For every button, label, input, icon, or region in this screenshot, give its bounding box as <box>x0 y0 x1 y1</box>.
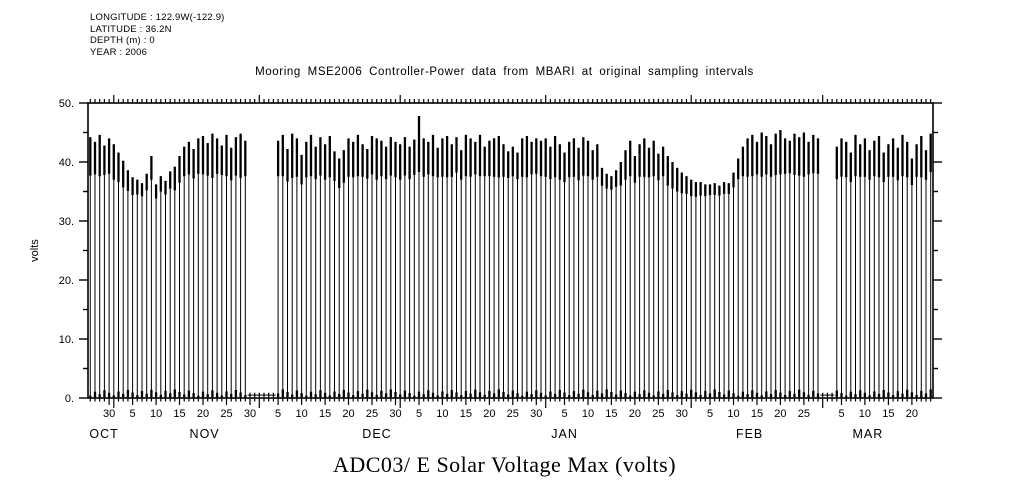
x-day-label: 25 <box>507 408 519 420</box>
x-day-label: 20 <box>629 408 641 420</box>
y-tick-label: 0. <box>65 393 74 405</box>
x-day-label: 10 <box>150 408 162 420</box>
x-day-label: 15 <box>460 408 472 420</box>
y-axis-title: volts <box>29 239 41 262</box>
y-tick-label: 50. <box>59 98 74 110</box>
longitude-label: LONGITUDE : 122.9W(-122.9) <box>90 12 225 23</box>
chart-title: Mooring MSE2006 Controller-Power data fr… <box>255 66 754 78</box>
x-day-label: 5 <box>275 408 281 420</box>
x-day-label: 15 <box>882 408 894 420</box>
latitude-label: LATITUDE : 36.2N <box>90 23 172 35</box>
x-day-label: 25 <box>798 408 810 420</box>
x-day-label: 5 <box>707 408 713 420</box>
x-month-label: FEB <box>736 427 763 441</box>
x-day-label: 5 <box>130 408 136 420</box>
x-day-label: 25 <box>366 408 378 420</box>
x-day-label: 15 <box>173 408 185 420</box>
depth-label: DEPTH (m) : 0 <box>90 35 155 46</box>
x-day-label: 10 <box>727 408 739 420</box>
y-tick-label: 20. <box>59 275 74 287</box>
y-tick-label: 40. <box>59 157 74 169</box>
x-day-label: 15 <box>319 408 331 420</box>
x-day-label: 10 <box>582 408 594 420</box>
x-day-label: 20 <box>197 408 209 420</box>
x-day-label: 5 <box>838 408 844 420</box>
x-day-label: 15 <box>751 408 763 420</box>
x-day-label: 10 <box>859 408 871 420</box>
year-label: YEAR : 2006 <box>90 46 148 58</box>
x-day-label: 30 <box>389 408 401 420</box>
x-month-label: JAN <box>551 427 578 441</box>
x-day-label: 20 <box>774 408 786 420</box>
x-day-label: 30 <box>244 408 256 420</box>
x-month-label: OCT <box>89 427 118 441</box>
metadata-block: LONGITUDE : 122.9W(-122.9) LATITUDE : 36… <box>90 12 225 58</box>
y-tick-label: 30. <box>59 216 74 228</box>
x-day-label: 30 <box>676 408 688 420</box>
x-day-label: 30 <box>103 408 115 420</box>
x-day-label: 20 <box>342 408 354 420</box>
x-day-label: 10 <box>436 408 448 420</box>
x-month-label: MAR <box>853 427 884 441</box>
x-month-label: DEC <box>362 427 391 441</box>
x-month-label: NOV <box>190 427 220 441</box>
x-day-label: 10 <box>295 408 307 420</box>
x-day-label: 5 <box>561 408 567 420</box>
chart-subtitle-variable-name: ADC03/ E Solar Voltage Max (volts) <box>332 452 677 477</box>
x-day-label: 25 <box>652 408 664 420</box>
x-day-label: 20 <box>483 408 495 420</box>
x-day-label: 15 <box>605 408 617 420</box>
x-day-label: 20 <box>906 408 918 420</box>
x-day-label: 5 <box>416 408 422 420</box>
y-tick-label: 10. <box>59 334 74 346</box>
x-day-label: 25 <box>220 408 232 420</box>
x-day-label: 30 <box>530 408 542 420</box>
